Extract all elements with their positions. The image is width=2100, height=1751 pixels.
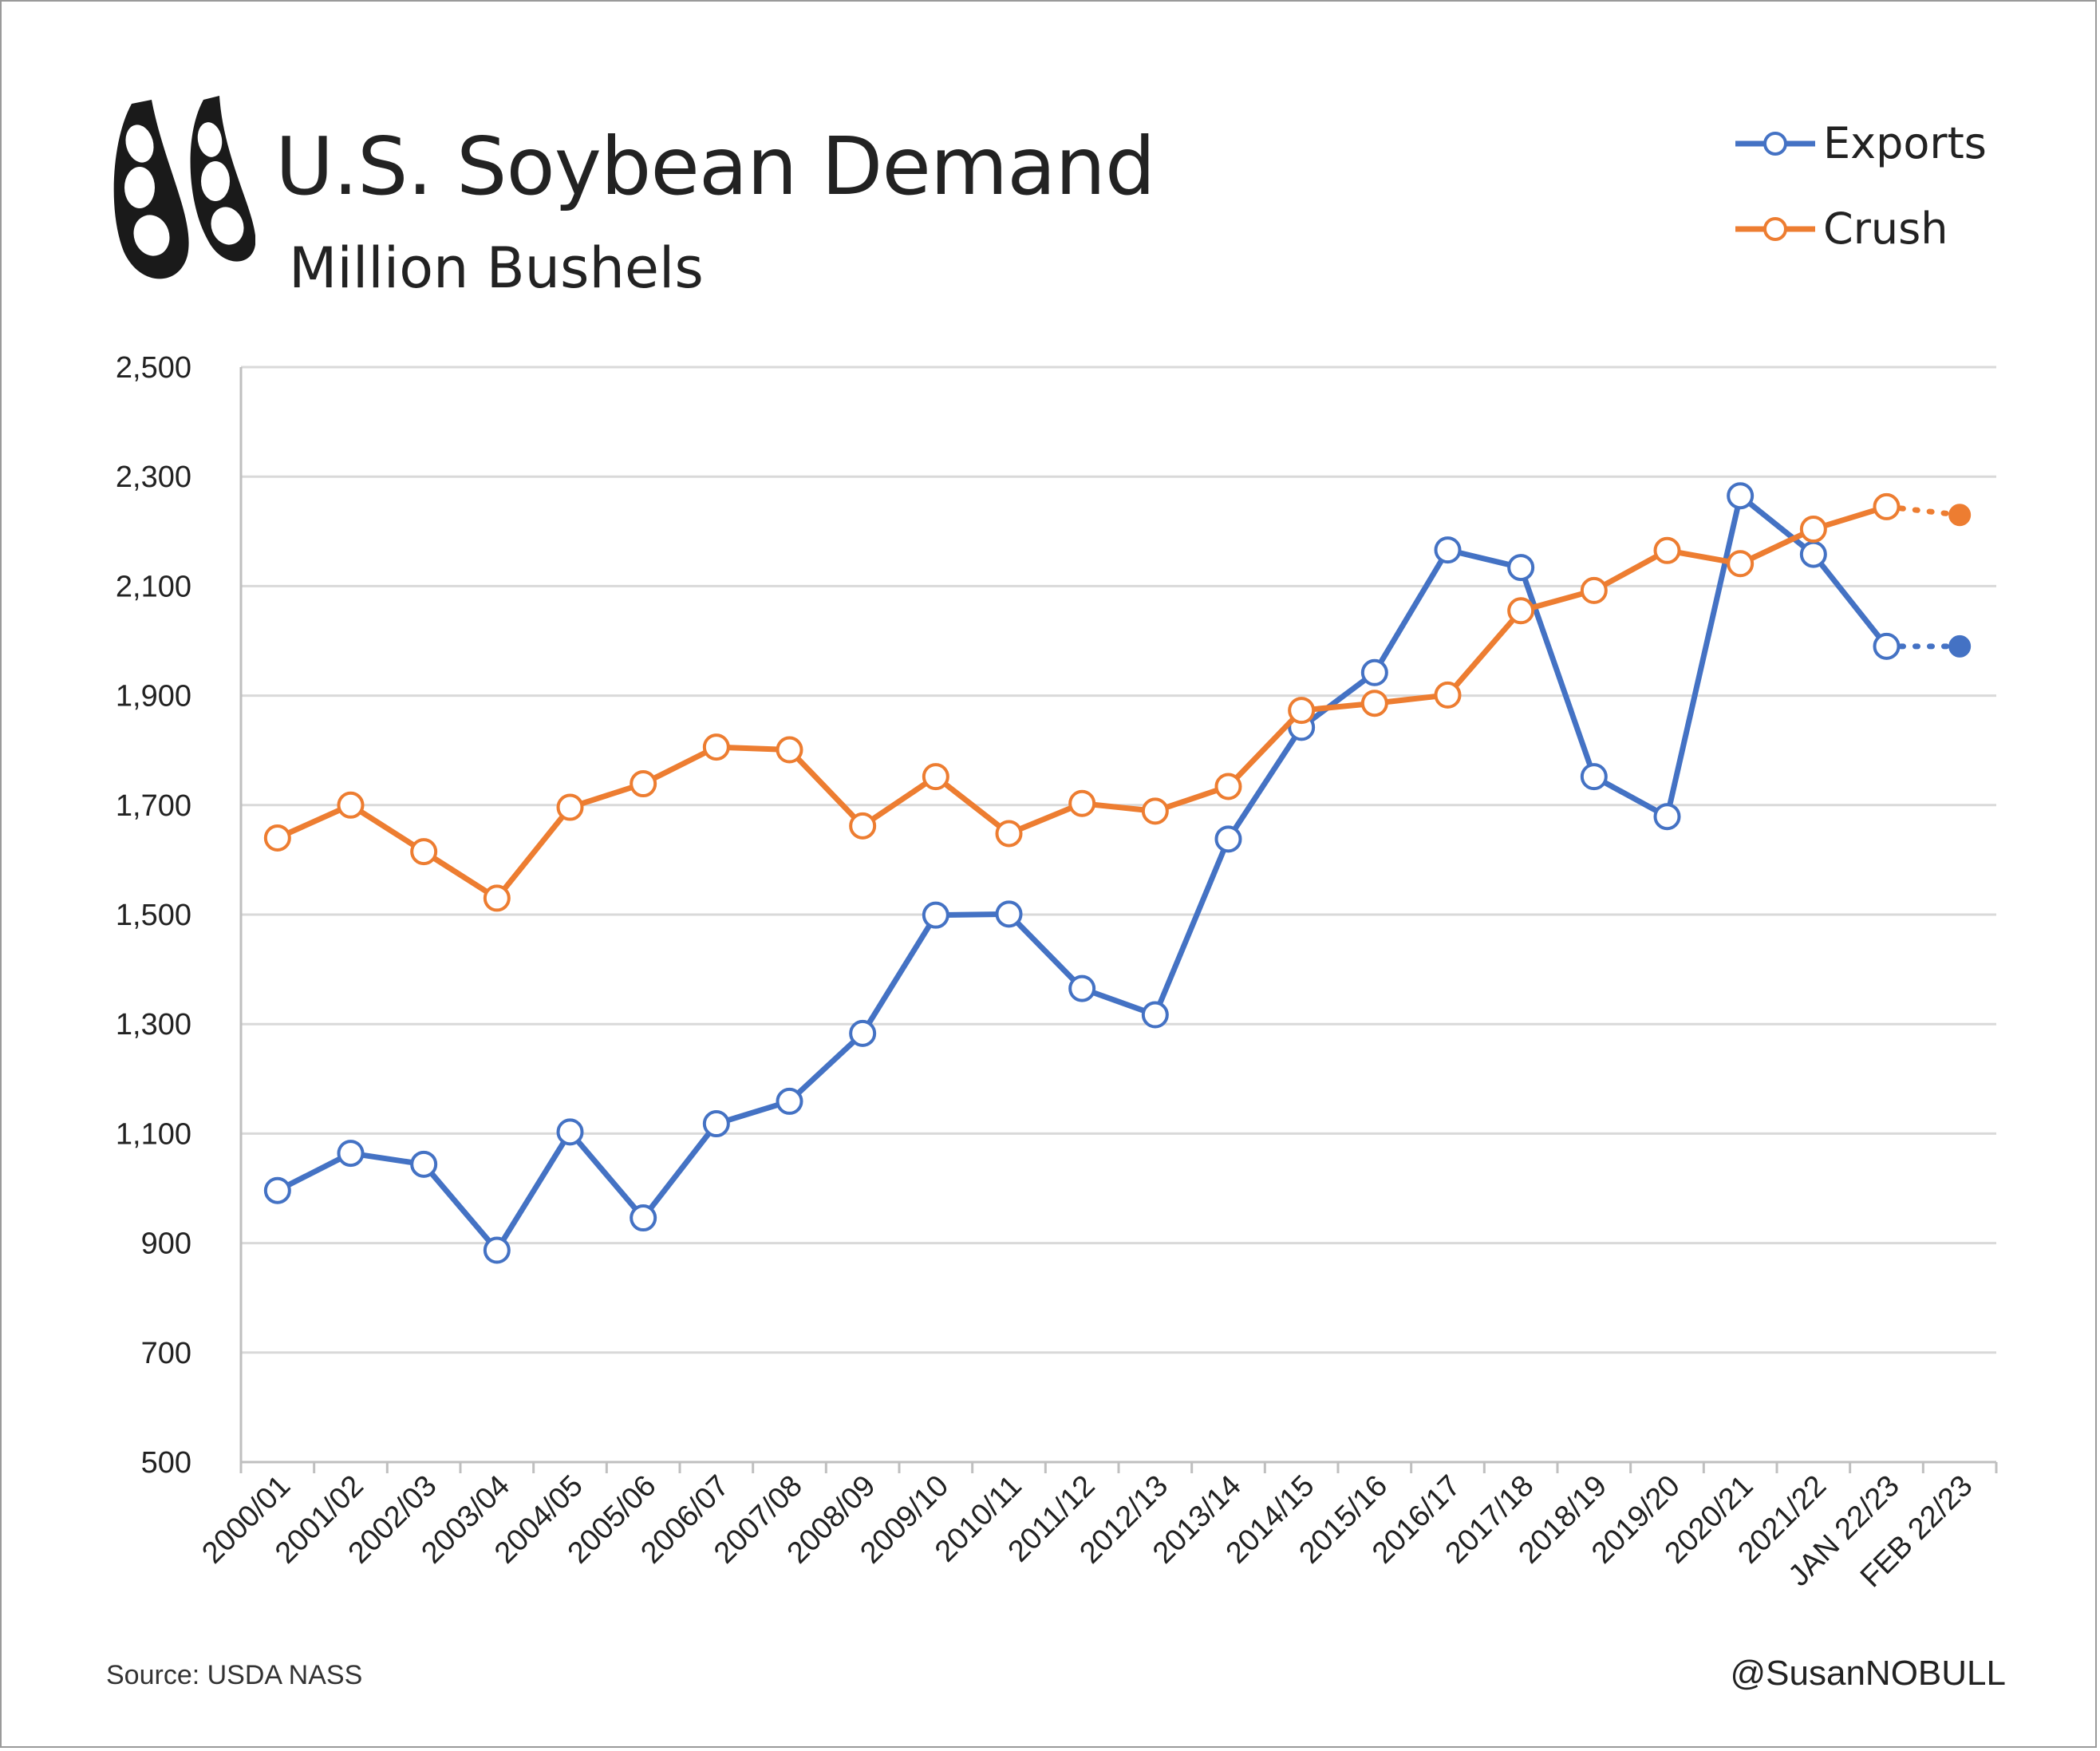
legend-item-crush[interactable]: Crush [1735, 204, 1948, 254]
data-point-exports[interactable] [630, 1204, 657, 1232]
data-point-crush[interactable] [1068, 789, 1096, 817]
data-point-exports[interactable] [556, 1118, 584, 1146]
data-point-exports[interactable] [1948, 634, 1972, 658]
data-point-exports[interactable] [263, 1176, 291, 1204]
data-point-exports[interactable] [1580, 763, 1608, 791]
data-point-exports[interactable] [483, 1236, 511, 1264]
axes [239, 367, 1998, 1473]
y-tick-labels: 2,500 2,300 2,100 1,900 1,700 1,500 1,300 1,100… [116, 351, 191, 1480]
data-point-exports[interactable] [922, 901, 949, 929]
data-point-exports[interactable] [1360, 658, 1388, 686]
data-point-crush[interactable] [337, 791, 365, 819]
data-point-crush[interactable] [263, 824, 291, 852]
data-point-crush[interactable] [922, 763, 949, 791]
data-point-crush[interactable] [702, 733, 730, 761]
data-point-crush[interactable] [1727, 550, 1755, 578]
data-point-crush[interactable] [849, 812, 877, 840]
data-point-crush[interactable] [1214, 773, 1242, 800]
chart-title: U.S. Soybean Demand [275, 120, 1155, 213]
data-point-crush[interactable] [1799, 516, 1827, 543]
data-point-crush[interactable] [995, 820, 1023, 848]
y-tick-label: 2,100 [116, 570, 191, 603]
data-point-crush[interactable] [1653, 536, 1681, 564]
y-tick-label: 1,900 [116, 680, 191, 713]
y-tick-label: 1,700 [116, 789, 191, 823]
data-point-crush[interactable] [1360, 690, 1388, 717]
y-tick-label: 1,300 [116, 1008, 191, 1042]
legend-label-crush: Crush [1823, 204, 1948, 254]
y-tick-label: 900 [141, 1227, 191, 1261]
series [263, 482, 1972, 1264]
data-point-exports[interactable] [410, 1150, 438, 1178]
data-point-crush[interactable] [556, 793, 584, 821]
y-tick-label: 700 [141, 1337, 191, 1370]
data-point-exports[interactable] [1068, 974, 1096, 1002]
data-point-exports[interactable] [1653, 803, 1681, 831]
data-point-exports[interactable] [1799, 540, 1827, 568]
x-tick-labels: 2000/012001/022002/032003/042004/052005/… [195, 1469, 1979, 1595]
y-tick-label: 2,300 [116, 460, 191, 494]
data-point-crush[interactable] [1507, 597, 1535, 625]
data-point-exports[interactable] [337, 1140, 365, 1168]
source-note: Source: USDA NASS [106, 1660, 363, 1690]
y-tick-label: 1,500 [116, 899, 191, 932]
chart-subtitle: Million Bushels [289, 235, 704, 301]
y-tick-label: 2,500 [116, 351, 191, 385]
data-point-exports[interactable] [1873, 632, 1901, 660]
data-point-crush[interactable] [1288, 697, 1316, 725]
author-handle: @SusanNOBULL [1730, 1654, 2007, 1693]
data-point-exports[interactable] [776, 1087, 803, 1115]
legend-item-exports[interactable]: Exports [1735, 118, 1987, 168]
series-crush [263, 492, 1972, 912]
data-point-exports[interactable] [1727, 482, 1755, 510]
soybean-pods-icon [113, 96, 255, 279]
data-point-exports[interactable] [995, 900, 1023, 928]
legend-swatch-exports [1735, 131, 1815, 156]
series-line-crush [276, 504, 1888, 901]
data-point-crush[interactable] [1141, 797, 1169, 825]
grid-lines [241, 366, 1996, 1354]
data-point-exports[interactable] [1507, 554, 1535, 582]
data-point-crush[interactable] [483, 884, 511, 912]
data-point-crush[interactable] [1948, 504, 1972, 527]
data-point-exports[interactable] [702, 1110, 730, 1138]
data-point-exports[interactable] [1434, 536, 1462, 564]
data-point-crush[interactable] [1434, 681, 1462, 709]
data-point-exports[interactable] [1214, 825, 1242, 853]
data-point-crush[interactable] [776, 736, 803, 764]
data-point-crush[interactable] [1873, 492, 1901, 520]
y-tick-label: 500 [141, 1446, 191, 1480]
data-point-crush[interactable] [1580, 576, 1608, 604]
legend-label-exports: Exports [1823, 118, 1987, 168]
data-point-crush[interactable] [410, 838, 438, 866]
series-exports [263, 482, 1972, 1264]
legend-swatch-crush [1735, 216, 1815, 241]
data-point-exports[interactable] [1141, 1001, 1169, 1029]
data-point-crush[interactable] [630, 770, 657, 798]
y-tick-label: 1,100 [116, 1117, 191, 1151]
data-point-exports[interactable] [849, 1019, 877, 1047]
